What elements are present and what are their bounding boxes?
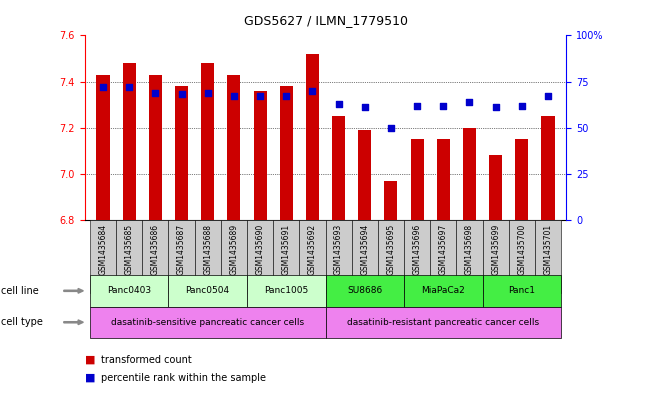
Text: GSM1435699: GSM1435699: [492, 224, 500, 275]
Bar: [175, 86, 188, 220]
Bar: [437, 139, 450, 220]
Point: [517, 103, 527, 109]
Text: cell line: cell line: [1, 286, 39, 296]
Bar: [509, 220, 535, 293]
Point: [543, 93, 553, 99]
Bar: [482, 220, 509, 293]
Bar: [273, 220, 299, 293]
Point: [359, 104, 370, 110]
Bar: [149, 75, 162, 220]
Text: ■: ■: [85, 373, 95, 383]
Text: GSM1435685: GSM1435685: [124, 224, 133, 275]
Point: [438, 103, 449, 109]
Bar: [247, 275, 326, 307]
Text: GSM1435686: GSM1435686: [151, 224, 159, 275]
Bar: [384, 181, 398, 220]
Point: [202, 90, 213, 96]
Text: GSM1435694: GSM1435694: [360, 224, 369, 275]
Bar: [542, 116, 555, 220]
Point: [281, 93, 292, 99]
Text: percentile rank within the sample: percentile rank within the sample: [101, 373, 266, 383]
Text: Panc1005: Panc1005: [264, 286, 309, 295]
Text: ■: ■: [85, 354, 95, 365]
Bar: [116, 220, 142, 293]
Text: GSM1435690: GSM1435690: [256, 224, 264, 275]
Bar: [489, 155, 502, 220]
Point: [229, 93, 239, 99]
Text: GSM1435697: GSM1435697: [439, 224, 448, 275]
Bar: [358, 130, 371, 220]
Point: [307, 88, 318, 94]
Bar: [169, 220, 195, 293]
Bar: [326, 220, 352, 293]
Bar: [306, 54, 319, 220]
Bar: [142, 220, 169, 293]
Bar: [463, 128, 476, 220]
Bar: [90, 307, 326, 338]
Text: SU8686: SU8686: [347, 286, 382, 295]
Text: GSM1435693: GSM1435693: [334, 224, 343, 275]
Text: MiaPaCa2: MiaPaCa2: [421, 286, 465, 295]
Bar: [332, 116, 345, 220]
Bar: [122, 63, 135, 220]
Bar: [90, 220, 116, 293]
Bar: [169, 275, 247, 307]
Bar: [404, 275, 482, 307]
Bar: [201, 63, 214, 220]
Text: dasatinib-resistant pancreatic cancer cells: dasatinib-resistant pancreatic cancer ce…: [347, 318, 540, 327]
Text: GSM1435684: GSM1435684: [98, 224, 107, 275]
Text: GSM1435689: GSM1435689: [229, 224, 238, 275]
Text: GSM1435696: GSM1435696: [413, 224, 422, 275]
Text: GSM1435688: GSM1435688: [203, 224, 212, 275]
Bar: [221, 220, 247, 293]
Text: Panc0504: Panc0504: [186, 286, 230, 295]
Bar: [253, 91, 267, 220]
Text: GDS5627 / ILMN_1779510: GDS5627 / ILMN_1779510: [243, 14, 408, 27]
Bar: [326, 307, 561, 338]
Point: [490, 104, 501, 110]
Bar: [482, 275, 561, 307]
Bar: [378, 220, 404, 293]
Point: [255, 93, 265, 99]
Text: GSM1435691: GSM1435691: [282, 224, 291, 275]
Text: Panc0403: Panc0403: [107, 286, 151, 295]
Bar: [227, 75, 240, 220]
Text: dasatinib-sensitive pancreatic cancer cells: dasatinib-sensitive pancreatic cancer ce…: [111, 318, 304, 327]
Text: GSM1435701: GSM1435701: [544, 224, 553, 275]
Bar: [352, 220, 378, 293]
Bar: [430, 220, 456, 293]
Text: GSM1435687: GSM1435687: [177, 224, 186, 275]
Point: [176, 91, 187, 97]
Bar: [96, 75, 109, 220]
Point: [124, 84, 134, 90]
Bar: [535, 220, 561, 293]
Point: [150, 90, 161, 96]
Text: cell type: cell type: [1, 317, 43, 327]
Point: [333, 101, 344, 107]
Bar: [247, 220, 273, 293]
Text: GSM1435692: GSM1435692: [308, 224, 317, 275]
Bar: [90, 275, 169, 307]
Bar: [456, 220, 482, 293]
Text: GSM1435698: GSM1435698: [465, 224, 474, 275]
Point: [386, 125, 396, 131]
Text: Panc1: Panc1: [508, 286, 535, 295]
Point: [412, 103, 422, 109]
Point: [464, 99, 475, 105]
Point: [98, 84, 108, 90]
Text: GSM1435695: GSM1435695: [387, 224, 395, 275]
Bar: [404, 220, 430, 293]
Bar: [411, 139, 424, 220]
Text: transformed count: transformed count: [101, 354, 191, 365]
Bar: [326, 275, 404, 307]
Bar: [299, 220, 326, 293]
Bar: [280, 86, 293, 220]
Bar: [195, 220, 221, 293]
Text: GSM1435700: GSM1435700: [518, 224, 527, 275]
Bar: [516, 139, 529, 220]
